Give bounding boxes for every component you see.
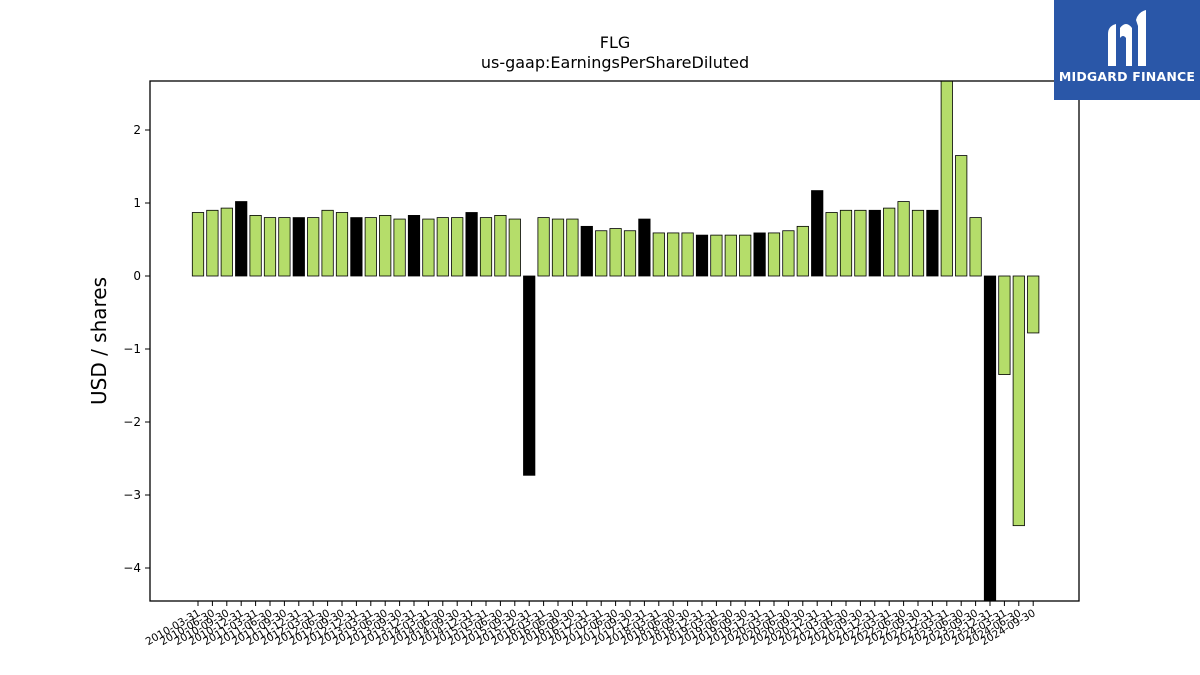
bar-2013-12-31	[407, 215, 421, 277]
bar-2011-09-30	[278, 217, 291, 277]
bar-2022-12-31	[926, 209, 939, 277]
bar-2021-03-31	[825, 212, 838, 277]
bar-2023-03-31	[940, 80, 953, 277]
bar-2019-06-30	[724, 234, 737, 277]
bar-2020-09-30	[796, 225, 809, 277]
bar-2014-09-30	[451, 217, 464, 277]
bar-2021-12-31	[868, 209, 881, 277]
y-axis-label: USD / shares	[87, 277, 111, 405]
bar-2013-09-30	[393, 218, 406, 277]
x-axis-ticks: 2010-03-312010-06-302010-09-302010-12-31…	[144, 601, 1038, 648]
bar-2011-03-31	[249, 215, 262, 277]
y-tick-label: 0	[133, 269, 141, 283]
bar-2016-06-30	[551, 218, 565, 277]
y-tick-label: −4	[123, 561, 141, 575]
bar-2010-09-30	[220, 207, 233, 277]
plot-frame	[149, 80, 1080, 602]
bar-2021-06-30	[839, 209, 853, 277]
bar-2022-09-30	[911, 209, 925, 277]
bar-2012-09-30	[335, 212, 349, 277]
bar-2014-06-30	[436, 217, 449, 277]
bar-2010-12-31	[235, 201, 248, 277]
bar-2010-03-31	[191, 212, 205, 277]
bar-2015-09-30	[508, 218, 521, 277]
bar-2023-06-30	[955, 155, 968, 277]
bar-2018-03-31	[652, 232, 665, 277]
bar-2015-12-31	[523, 275, 536, 476]
bar-2015-06-30	[494, 215, 507, 277]
bar-2023-12-31	[983, 275, 997, 602]
bar-2024-03-31	[998, 275, 1011, 375]
bar-2018-06-30	[667, 232, 680, 277]
logo-text: MIDGARD FINANCE	[1058, 69, 1196, 84]
bar-2011-06-30	[263, 217, 277, 277]
bar-2014-12-31	[465, 212, 478, 277]
bar-2018-09-30	[681, 232, 694, 277]
bar-2012-06-30	[321, 209, 334, 277]
bar-2012-12-31	[350, 217, 363, 277]
bar-2019-12-31	[753, 232, 766, 277]
bar-2015-03-31	[479, 217, 493, 277]
bar-2016-03-31	[537, 217, 550, 277]
bar-2010-06-30	[206, 209, 219, 277]
bars-group	[191, 80, 1040, 602]
bar-2017-09-30	[623, 230, 637, 277]
bar-2017-06-30	[609, 228, 622, 277]
bar-2019-09-30	[739, 234, 752, 277]
bar-2013-06-30	[379, 215, 392, 277]
bar-2020-03-31	[767, 232, 781, 277]
logo-mark-icon	[1108, 10, 1146, 66]
midgard-finance-logo: MIDGARD FINANCE	[1054, 0, 1200, 100]
bar-2022-03-31	[883, 207, 896, 277]
chart-title: FLG	[600, 33, 631, 52]
bar-2012-03-31	[307, 217, 320, 277]
bar-2023-09-30	[969, 217, 982, 277]
bar-2024-09-30	[1027, 275, 1040, 334]
bar-2014-03-31	[422, 218, 435, 277]
y-tick-label: −2	[123, 415, 141, 429]
bar-2011-12-31	[292, 217, 305, 277]
bar-2020-06-30	[782, 230, 795, 277]
y-axis-ticks: 2 1 0 −1 −2 −3 −4	[123, 123, 150, 575]
y-tick-label: 1	[133, 196, 141, 210]
bar-2019-03-31	[710, 234, 723, 277]
bar-2017-12-31	[638, 218, 651, 277]
y-tick-label: 2	[133, 123, 141, 137]
bar-2024-06-30	[1012, 275, 1025, 527]
bar-2022-06-30	[897, 201, 910, 277]
bar-2016-09-30	[566, 218, 579, 277]
chart-subtitle: us-gaap:EarningsPerShareDiluted	[481, 53, 749, 72]
bar-2013-03-31	[364, 217, 377, 277]
bar-2021-09-30	[854, 209, 867, 277]
y-tick-label: −3	[123, 488, 141, 502]
bar-2017-03-31	[595, 230, 608, 277]
bar-2016-12-31	[580, 225, 593, 277]
bar-2020-12-31	[811, 190, 824, 277]
y-tick-label: −1	[123, 342, 141, 356]
bar-2018-12-31	[695, 234, 709, 277]
